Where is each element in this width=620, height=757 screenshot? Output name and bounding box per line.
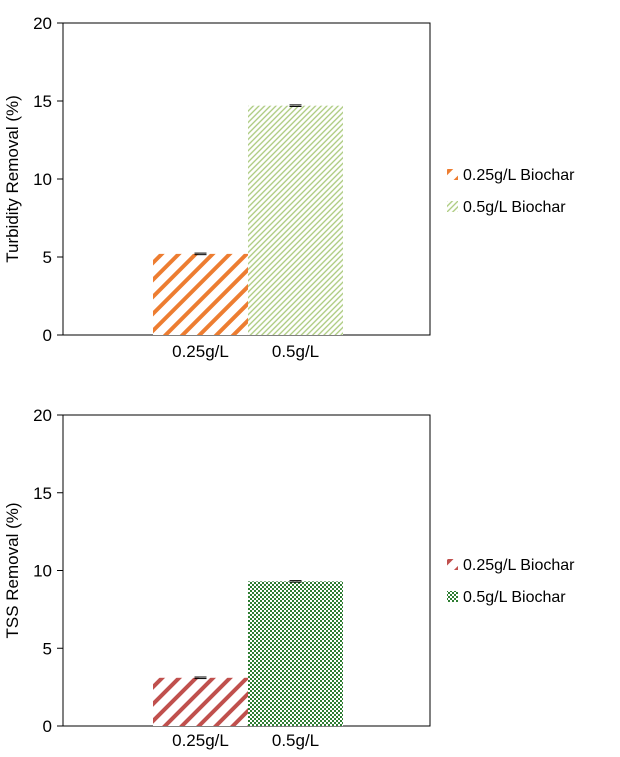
y-tick-label: 0 bbox=[43, 717, 52, 736]
y-axis-title: TSS Removal (%) bbox=[3, 502, 22, 638]
bar bbox=[153, 253, 248, 335]
x-tick-label: 0.25g/L bbox=[172, 731, 229, 750]
y-tick-label: 20 bbox=[33, 406, 52, 425]
legend-swatch bbox=[447, 591, 458, 602]
legend-label: 0.5g/L Biochar bbox=[463, 589, 566, 606]
bar bbox=[248, 105, 343, 336]
x-tick-label: 0.25g/L bbox=[172, 342, 229, 361]
y-tick-label: 5 bbox=[43, 248, 52, 267]
legend-label: 0.5g/L Biochar bbox=[463, 199, 566, 216]
y-axis-title: Turbidity Removal (%) bbox=[3, 95, 22, 263]
y-tick-label: 20 bbox=[33, 14, 52, 33]
x-tick-label: 0.5g/L bbox=[272, 731, 319, 750]
y-tick-label: 10 bbox=[33, 170, 52, 189]
bar bbox=[153, 677, 248, 726]
bar bbox=[248, 581, 343, 726]
y-tick-label: 15 bbox=[33, 484, 52, 503]
x-tick-label: 0.5g/L bbox=[272, 342, 319, 361]
y-tick-label: 10 bbox=[33, 562, 52, 581]
chart-panel-1: 0 5 10 15 20 Turbidity Removal (%) 0.25g/L 0.5g… bbox=[3, 14, 575, 361]
legend-label: 0.25g/L Biochar bbox=[463, 557, 575, 574]
y-tick-label: 5 bbox=[43, 639, 52, 658]
y-tick-label: 15 bbox=[33, 92, 52, 111]
legend-swatch bbox=[447, 201, 458, 212]
legend-swatch bbox=[447, 559, 458, 570]
legend-swatch bbox=[447, 169, 458, 180]
legend-label: 0.25g/L Biochar bbox=[463, 167, 575, 184]
chart-panel-2: 0 5 10 15 20 TSS Removal (%) 0.25g/L 0.5g/L 0.25… bbox=[3, 406, 575, 750]
y-tick-label: 0 bbox=[43, 326, 52, 345]
